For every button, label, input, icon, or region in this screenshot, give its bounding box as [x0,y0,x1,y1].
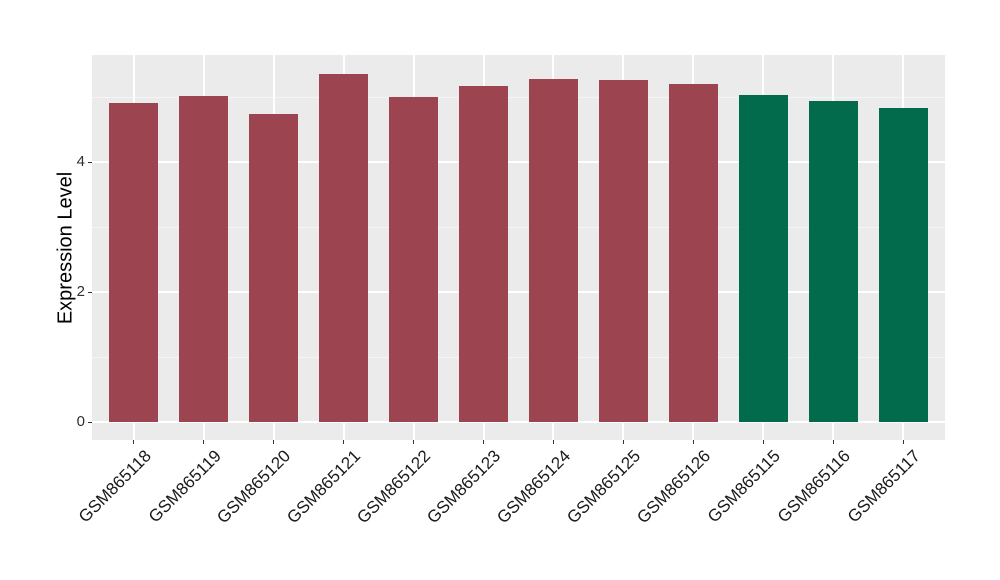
bar-GSM865116 [808,101,858,423]
x-axis-tick-mark [762,440,764,444]
y-axis-tick-label: 2 [76,283,85,301]
gridline-major-horizontal [92,291,945,294]
plot-panel [92,55,945,440]
bar-GSM865126 [668,84,718,423]
x-axis-tick-label: GSM865124 [493,446,575,528]
y-axis-tick-label: 0 [76,413,85,431]
gridline-minor-horizontal [92,356,945,358]
x-axis-tick-mark [692,440,694,444]
x-axis-tick-mark [273,440,275,444]
x-axis-tick-label: GSM865121 [283,446,365,528]
bar-GSM865122 [389,97,439,423]
bar-GSM865115 [738,95,788,423]
gridline-minor-horizontal [92,96,945,98]
bar-GSM865119 [179,95,229,423]
gridline-major-horizontal [92,421,945,424]
gridline-minor-horizontal [92,226,945,228]
bar-GSM865123 [459,85,508,423]
y-axis-title: Expression Level [54,171,77,325]
x-axis-tick-mark [902,440,904,444]
x-axis-tick-mark [343,440,345,444]
x-axis-tick-label: GSM865122 [353,446,435,528]
x-axis-tick-label: GSM865125 [563,446,645,528]
x-axis-tick-label: GSM865119 [144,446,225,527]
y-axis-tick-mark [88,291,92,293]
bar-GSM865120 [249,113,299,423]
x-axis-tick-mark [832,440,834,444]
bar-GSM865117 [878,107,928,423]
x-axis-tick-mark [203,440,205,444]
x-axis-tick-label: GSM865118 [74,446,155,527]
y-axis-tick-mark [88,161,92,163]
x-axis-tick-label: GSM865116 [773,446,854,527]
x-axis-tick-label: GSM865117 [843,446,924,527]
bar-GSM865118 [109,103,159,423]
bar-GSM865124 [528,79,578,423]
x-axis-tick-mark [622,440,624,444]
x-axis-tick-label: GSM865123 [423,446,505,528]
y-axis-tick-label: 4 [76,153,85,171]
x-axis-tick-mark [133,440,135,444]
x-axis-tick-label: GSM865126 [633,446,715,528]
x-axis-tick-mark [552,440,554,444]
y-axis-tick-mark [88,421,92,423]
x-axis-tick-mark [413,440,415,444]
gridline-major-horizontal [92,161,945,164]
x-axis-tick-mark [483,440,485,444]
bar-GSM865125 [598,79,648,423]
x-axis-tick-label: GSM865115 [703,446,784,527]
bar-GSM865121 [319,73,369,423]
x-axis-tick-label: GSM865120 [213,446,295,528]
